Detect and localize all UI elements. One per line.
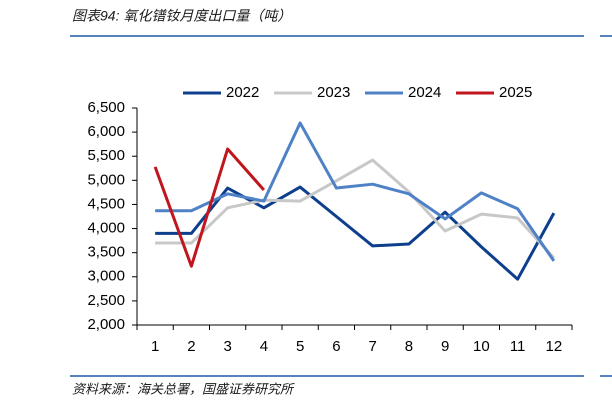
chart-title: 图表94: 氧化镨钕月度出口量（吨） — [72, 8, 291, 24]
y-tick-label: 5,500 — [87, 147, 125, 164]
series-line — [155, 158, 555, 259]
series-line — [153, 147, 265, 268]
x-tick-label: 4 — [260, 338, 268, 355]
source: 资料来源：海关总署，国盛证券研究所 — [72, 381, 295, 396]
x-tick-label: 2 — [187, 338, 195, 355]
y-tick-label: 3,000 — [87, 268, 125, 285]
x-tick-label: 10 — [473, 338, 490, 355]
y-tick-label: 6,500 — [87, 99, 125, 116]
y-tick-label: 4,000 — [87, 220, 125, 237]
legend-label: 2025 — [499, 84, 532, 101]
x-tick-label: 3 — [223, 338, 231, 355]
x-tick-label: 5 — [296, 338, 304, 355]
series-line — [155, 121, 556, 262]
x-tick-label: 11 — [510, 338, 526, 355]
legend-label: 2024 — [408, 84, 441, 101]
x-tick-label: 7 — [368, 338, 376, 355]
x-tick-label: 1 — [151, 338, 159, 355]
y-tick-label: 3,500 — [87, 244, 125, 261]
x-tick-label: 8 — [405, 338, 413, 355]
x-tick-label: 12 — [546, 338, 563, 355]
y-tick-label: 2,000 — [87, 316, 125, 333]
y-tick-label: 4,500 — [87, 195, 125, 212]
legend-label: 2023 — [317, 84, 350, 101]
y-tick-label: 5,000 — [87, 171, 125, 188]
y-tick-label: 6,000 — [87, 123, 125, 140]
legend-label: 2022 — [226, 84, 259, 101]
y-tick-label: 2,500 — [87, 292, 125, 309]
x-tick-label: 9 — [441, 338, 449, 355]
x-tick-label: 6 — [332, 338, 340, 355]
